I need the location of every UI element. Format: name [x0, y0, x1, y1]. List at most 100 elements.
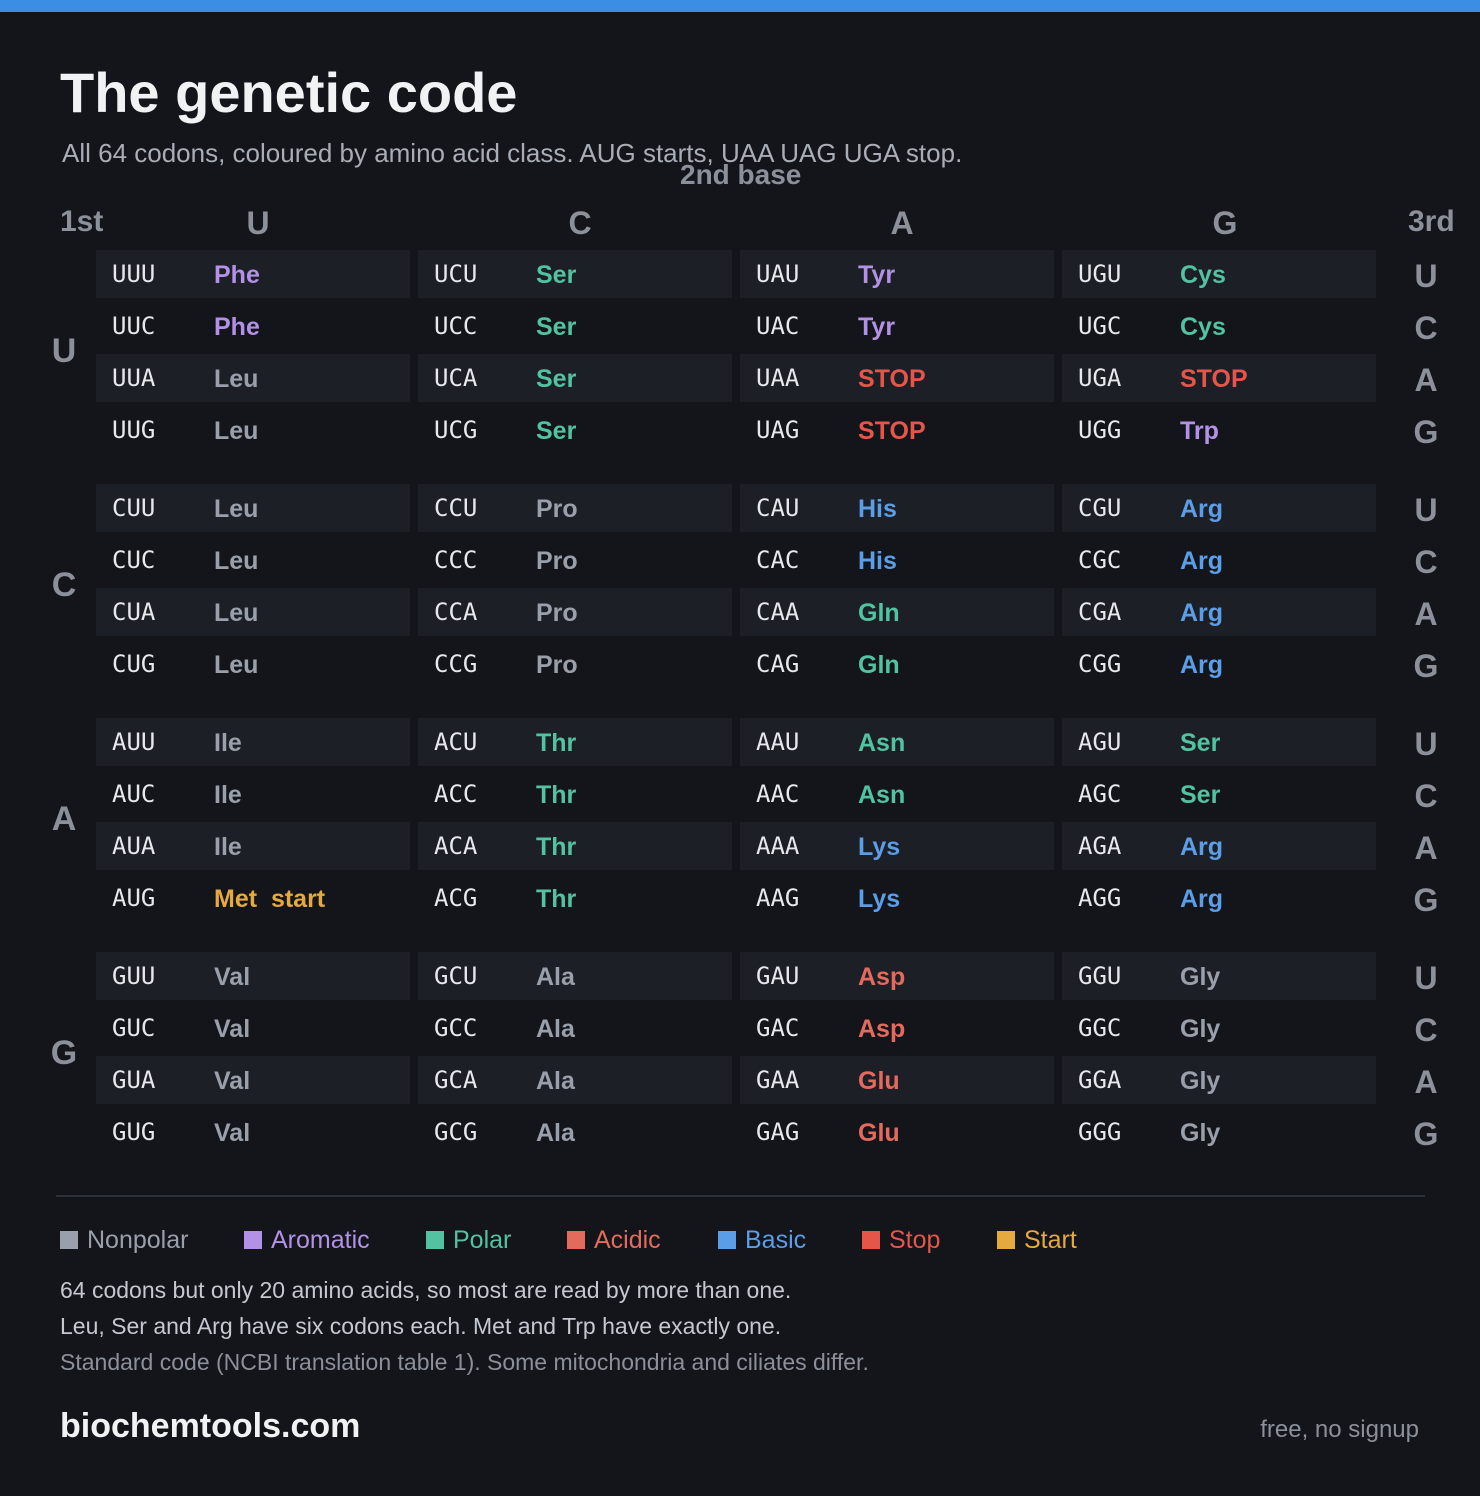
codon-text: CGU — [1078, 494, 1122, 522]
third-base-label: G — [1413, 882, 1439, 918]
codon-cell: ACU Thr — [418, 718, 732, 766]
legend-swatch-icon — [567, 1231, 585, 1249]
second-base-label: 2nd base — [680, 159, 802, 190]
amino-acid-label: Gly — [1180, 1015, 1221, 1043]
codon-cell: UAU Tyr — [740, 250, 1054, 298]
codon-text: CAU — [756, 494, 800, 522]
codon-text: CAC — [756, 546, 800, 574]
amino-acid-label: Cys — [1180, 261, 1226, 289]
codon-cell: CAU His — [740, 484, 1054, 532]
codon-text: AGG — [1078, 884, 1122, 912]
amino-acid-label: Gln — [858, 651, 900, 679]
codon-text: ACU — [434, 728, 478, 756]
amino-acid-label: Gly — [1180, 1067, 1221, 1095]
codon-cell: AGG Arg — [1062, 874, 1376, 922]
codon-text: UUC — [112, 312, 156, 340]
codon-cell: CCU Pro — [418, 484, 732, 532]
third-base-label: C — [1414, 544, 1438, 580]
codon-text: GGU — [1078, 962, 1122, 990]
amino-acid-label: Tyr — [858, 313, 896, 341]
codon-text: UGA — [1078, 364, 1122, 392]
amino-acid-label: STOP — [858, 365, 926, 393]
codon-text: UAA — [756, 364, 800, 392]
codon-cell: AAC Asn — [740, 770, 1054, 818]
codon-cell: CUG Leu — [96, 640, 410, 688]
legend-label: Polar — [453, 1226, 512, 1254]
codon-cell: UGU Cys — [1062, 250, 1376, 298]
amino-acid-label: Ala — [536, 1067, 575, 1095]
amino-acid-label: His — [858, 495, 897, 523]
amino-acid-label: Ser — [536, 313, 577, 341]
codon-text: UUU — [112, 260, 156, 288]
amino-acid-label: Leu — [214, 365, 259, 393]
codon-text: AGA — [1078, 832, 1122, 860]
codon-text: CCC — [434, 546, 478, 574]
legend-item-stop: Stop — [862, 1226, 940, 1255]
codon-cell: AGA Arg — [1062, 822, 1376, 870]
amino-acid-label: Ile — [214, 729, 242, 757]
legend-swatch-icon — [244, 1231, 262, 1249]
codon-text: CUU — [112, 494, 156, 522]
codon-cell: GUA Val — [96, 1056, 410, 1104]
amino-acid-label: His — [858, 547, 897, 575]
amino-acid-label: Lys — [858, 885, 901, 913]
codon-cell: AGU Ser — [1062, 718, 1376, 766]
codon-text: AUC — [112, 780, 156, 808]
codon-text: GCA — [434, 1066, 478, 1094]
codon-cell: ACG Thr — [418, 874, 732, 922]
codon-cell: AGC Ser — [1062, 770, 1376, 818]
codon-text: CGC — [1078, 546, 1122, 574]
codon-cell: AUU Ile — [96, 718, 410, 766]
amino-acid-label: Pro — [536, 651, 578, 679]
codon-cell: UGC Cys — [1062, 302, 1376, 350]
codon-cell: GUU Val — [96, 952, 410, 1000]
codon-cell: CGG Arg — [1062, 640, 1376, 688]
codon-cell: GUC Val — [96, 1004, 410, 1052]
amino-acid-label: Ile — [214, 781, 242, 809]
third-base-label: U — [1414, 492, 1438, 528]
amino-acid-label: Ser — [536, 261, 577, 289]
second-base-header-c: C — [568, 205, 592, 241]
amino-acid-label: Met start — [214, 885, 326, 913]
amino-acid-label: Leu — [214, 599, 259, 627]
codon-text: UAU — [756, 260, 800, 288]
codon-text: CAG — [756, 650, 800, 678]
codon-cell: CCA Pro — [418, 588, 732, 636]
codon-cell: UGG Trp — [1062, 406, 1376, 454]
codon-cell: CUA Leu — [96, 588, 410, 636]
codon-text: CUA — [112, 598, 156, 626]
amino-acid-label: Ala — [536, 1119, 575, 1147]
codon-cell: GCU Ala — [418, 952, 732, 1000]
amino-acid-label: Glu — [858, 1067, 900, 1095]
legend-label: Aromatic — [271, 1226, 370, 1254]
amino-acid-label: Thr — [536, 833, 577, 861]
amino-acid-label: Phe — [214, 313, 260, 341]
codon-cell: UAG STOP — [740, 406, 1054, 454]
legend-swatch-icon — [60, 1231, 78, 1249]
amino-acid-label: Cys — [1180, 313, 1226, 341]
codon-cell: UAA STOP — [740, 354, 1054, 402]
third-base-label: U — [1414, 726, 1438, 762]
legend-label: Nonpolar — [87, 1226, 189, 1254]
note-line-2: Leu, Ser and Arg have six codons each. M… — [60, 1313, 782, 1339]
codon-text: ACA — [434, 832, 478, 860]
codon-text: CGG — [1078, 650, 1122, 678]
page-subtitle: All 64 codons, coloured by amino acid cl… — [62, 138, 963, 168]
legend-item-aromatic: Aromatic — [244, 1226, 370, 1255]
amino-acid-label: Arg — [1180, 547, 1224, 575]
codon-text: CCA — [434, 598, 478, 626]
codon-cell: CGC Arg — [1062, 536, 1376, 584]
codon-text: GCU — [434, 962, 478, 990]
amino-acid-label: Arg — [1180, 495, 1224, 523]
amino-acid-label: Phe — [214, 261, 260, 289]
codon-text: CCU — [434, 494, 478, 522]
codon-cell: GCG Ala — [418, 1108, 732, 1156]
codon-cell: GUG Val — [96, 1108, 410, 1156]
third-base-label: U — [1414, 258, 1438, 294]
codon-cell: UCU Ser — [418, 250, 732, 298]
third-base-label: C — [1414, 778, 1438, 814]
codon-text: GCG — [434, 1118, 478, 1146]
third-base-label: G — [1413, 1116, 1439, 1152]
third-base-label: A — [1414, 1064, 1438, 1100]
codon-cell: CCC Pro — [418, 536, 732, 584]
